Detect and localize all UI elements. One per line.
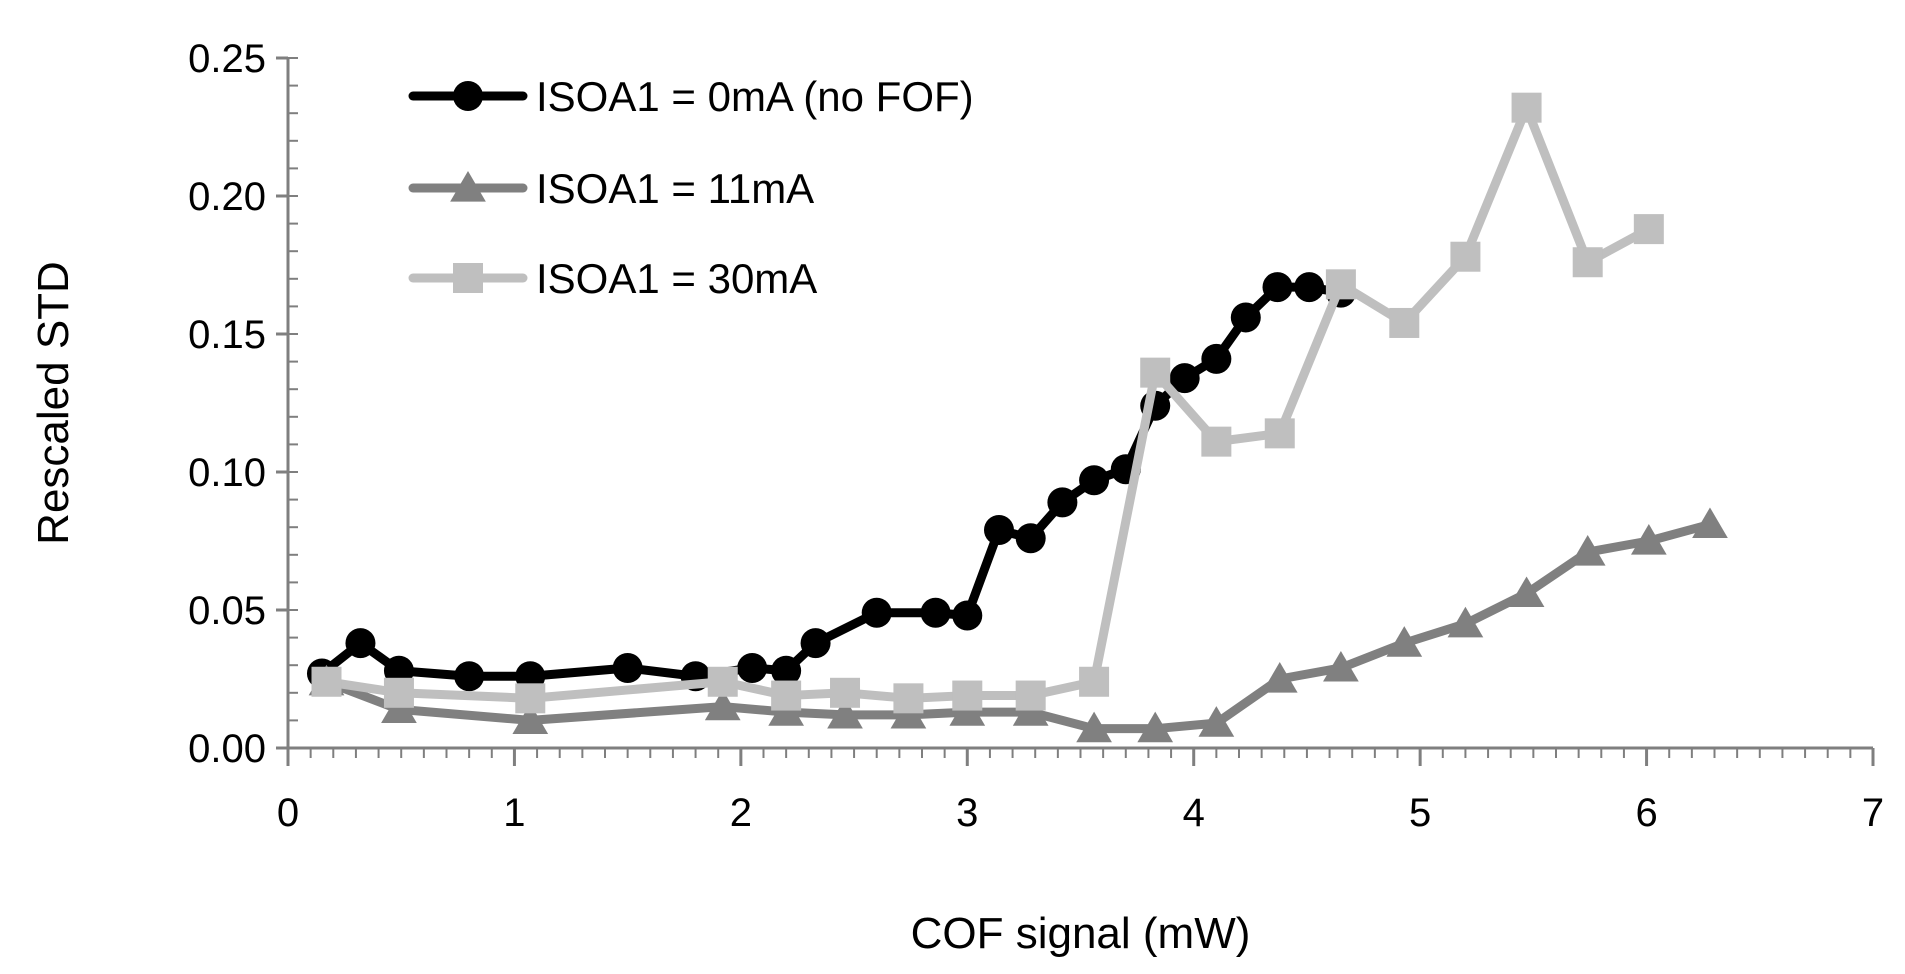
x-tick-label: 1: [503, 791, 525, 835]
data-point: [1692, 507, 1728, 539]
data-point: [454, 661, 485, 692]
data-point: [1294, 272, 1325, 303]
data-point: [952, 680, 983, 711]
data-point: [1169, 363, 1200, 394]
data-point: [1323, 650, 1359, 682]
data-point: [1325, 269, 1356, 300]
data-point: [1015, 523, 1046, 554]
data-point: [1047, 487, 1078, 518]
x-tick-label: 2: [730, 791, 752, 835]
series-line: [317, 282, 1346, 681]
x-tick-label: 4: [1183, 791, 1205, 835]
y-axis-title: Rescaled STD: [29, 261, 78, 545]
data-point: [861, 597, 892, 628]
data-point: [800, 628, 831, 659]
data-point: [612, 652, 643, 683]
y-tick-label: 0.10: [188, 451, 266, 495]
legend-item: ISOA1 = 11mA: [408, 165, 814, 212]
y-tick-label: 0.15: [188, 313, 266, 357]
data-point: [920, 597, 951, 628]
data-point: [1198, 706, 1235, 737]
y-ticks: 0.00 0.05 0.10 0.15 0.20 0.25: [188, 37, 298, 771]
data-point: [771, 680, 802, 711]
data-point: [1137, 711, 1174, 743]
data-point: [1076, 711, 1112, 743]
series-line: [321, 103, 1654, 703]
y-tick-label: 0.00: [188, 727, 266, 771]
legend-label: ISOA1 = 30mA: [536, 255, 817, 302]
data-point: [345, 628, 376, 659]
data-point: [737, 652, 768, 683]
legend-marker: [453, 81, 483, 111]
legend-item: ISOA1 = 30mA: [408, 255, 817, 302]
data-point: [983, 514, 1014, 545]
series-1: [308, 507, 1728, 743]
legend: ISOA1 = 0mA (no FOF) ISOA1 = 11mA ISOA1 = …: [408, 73, 974, 302]
data-point: [1201, 426, 1232, 457]
data-point: [771, 655, 802, 686]
data-point: [1201, 343, 1232, 374]
data-point: [1508, 576, 1545, 608]
y-tick-label: 0.05: [188, 589, 266, 633]
data-point: [1264, 418, 1295, 449]
data-point: [1569, 535, 1606, 566]
data-point: [830, 677, 861, 708]
axes: 0.00 0.05 0.10 0.15 0.20 0.25 0 1 2 3 4 5 6 7: [188, 37, 1884, 835]
data-point: [1450, 241, 1481, 272]
legend-marker: [453, 263, 483, 293]
legend-marker: [450, 171, 486, 202]
data-point: [1630, 524, 1667, 555]
data-point: [1633, 214, 1664, 245]
legend-label: ISOA1 = 0mA (no FOF): [536, 73, 974, 120]
y-tick-label: 0.25: [188, 37, 266, 81]
x-axis-title: COF signal (mW): [911, 909, 1251, 958]
data-point: [512, 703, 549, 734]
x-tick-label: 6: [1635, 791, 1657, 835]
data-point: [515, 683, 546, 714]
series-0: [306, 272, 1356, 692]
data-point: [1447, 606, 1484, 638]
data-point: [383, 677, 414, 708]
data-point: [1261, 662, 1298, 693]
data-point: [893, 683, 924, 714]
data-point: [704, 689, 741, 721]
data-point: [1389, 307, 1420, 338]
data-point: [1572, 247, 1603, 278]
legend-item: ISOA1 = 0mA (no FOF): [408, 73, 974, 120]
x-tick-label: 5: [1409, 791, 1431, 835]
data-point: [1015, 680, 1046, 711]
series-layer: [306, 92, 1728, 743]
data-point: [827, 697, 863, 729]
y-tick-label: 0.20: [188, 175, 266, 219]
data-point: [707, 666, 738, 697]
data-point: [1386, 626, 1423, 657]
data-point: [1230, 302, 1261, 333]
data-point: [1140, 357, 1171, 388]
data-point: [1262, 272, 1293, 303]
data-point: [1079, 465, 1110, 496]
data-point: [952, 600, 983, 631]
x-tick-label: 0: [277, 791, 299, 835]
x-tick-label: 3: [956, 791, 978, 835]
data-point: [311, 666, 342, 697]
data-point: [1511, 92, 1542, 123]
data-point: [1079, 666, 1110, 697]
series-2: [311, 92, 1664, 714]
x-tick-label: 7: [1862, 791, 1884, 835]
legend-label: ISOA1 = 11mA: [536, 165, 814, 212]
x-ticks: 0 1 2 3 4 5 6 7: [277, 748, 1884, 835]
